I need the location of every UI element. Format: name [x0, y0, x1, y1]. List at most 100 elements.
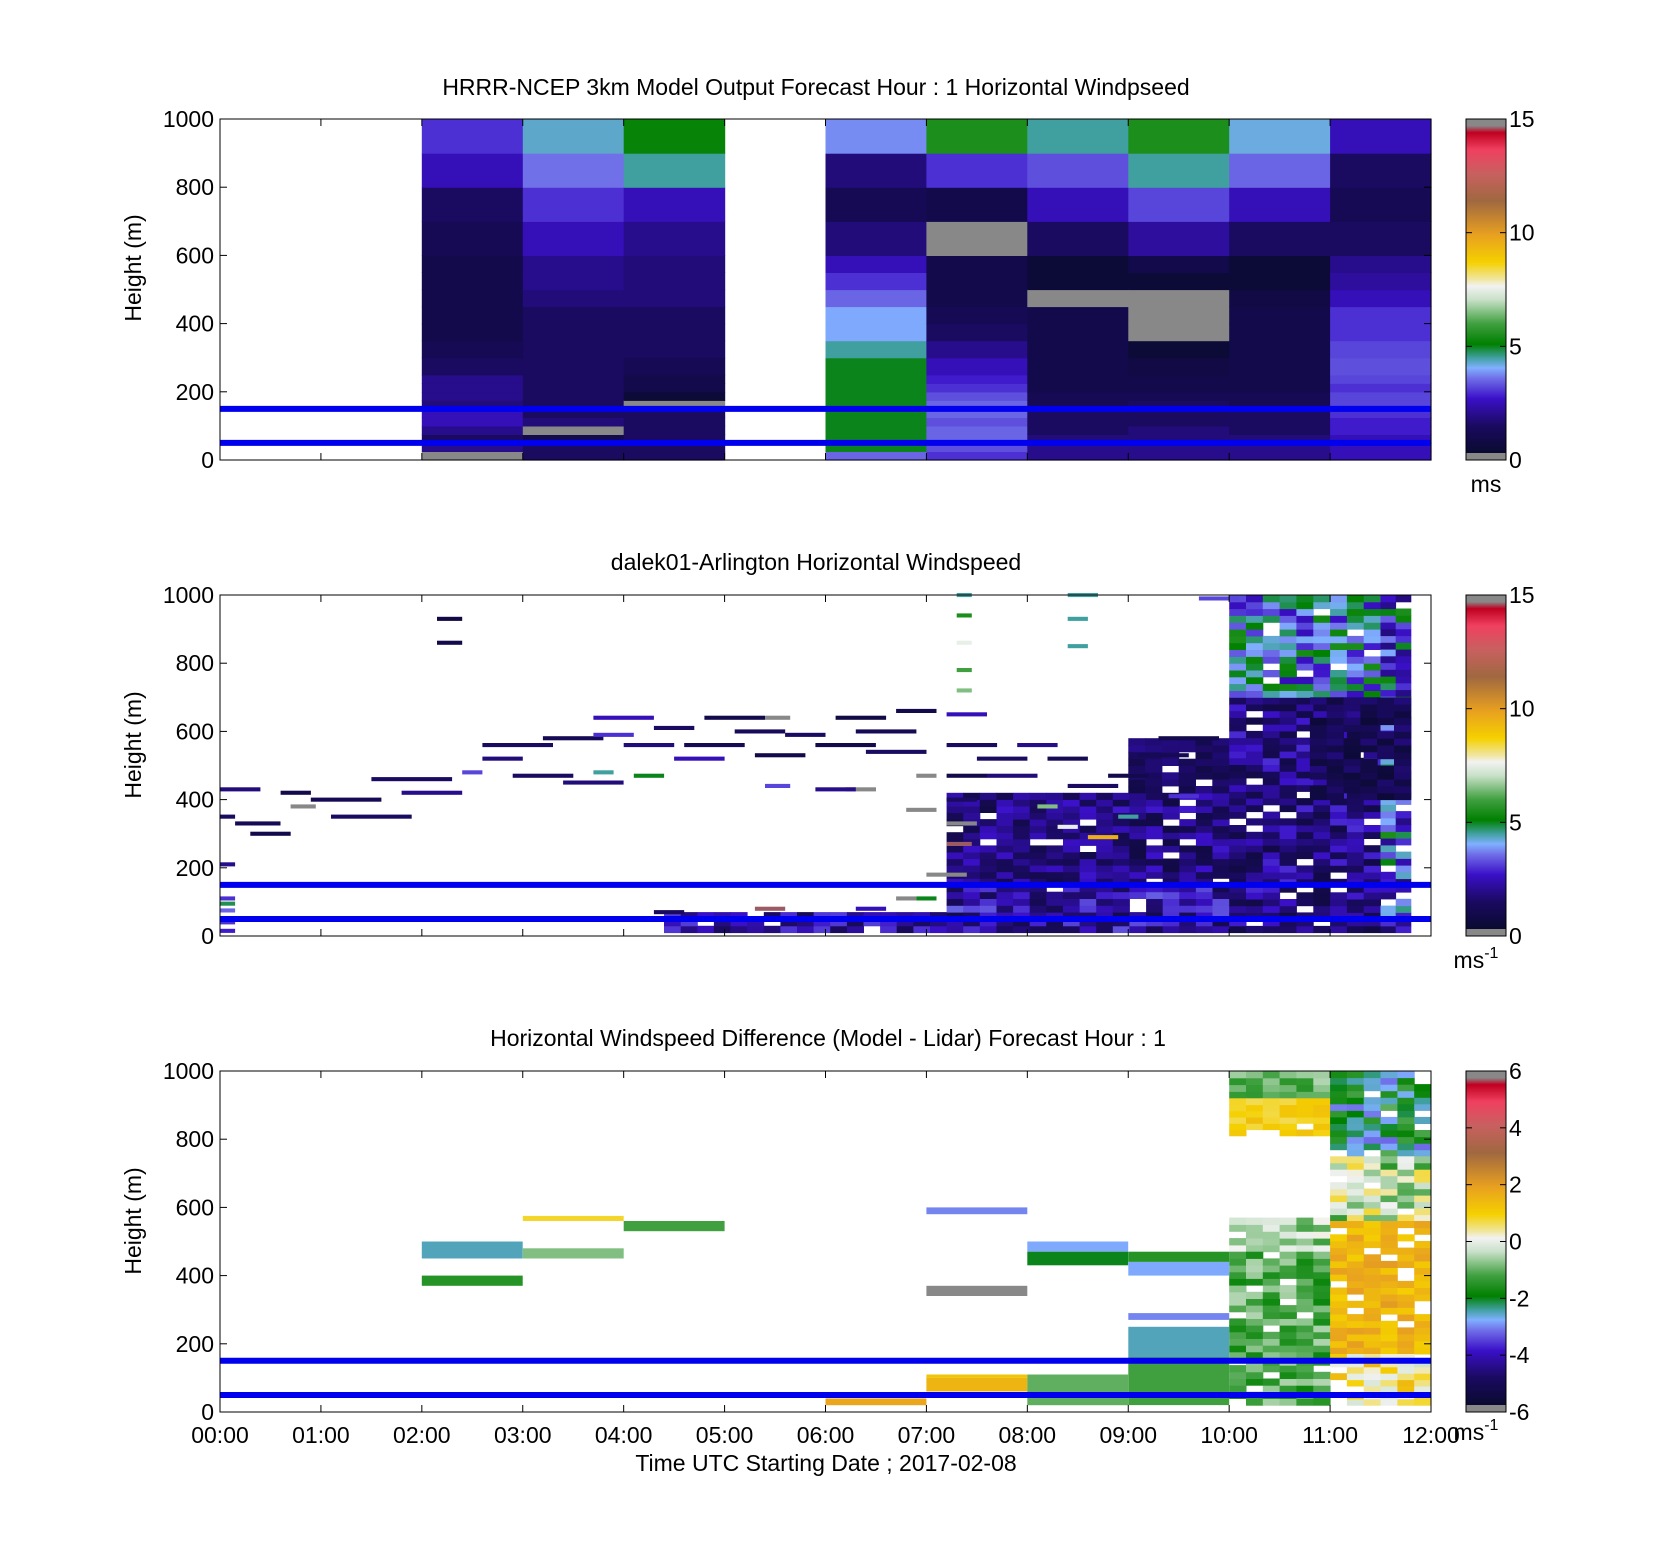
- heatmap-cell: [1309, 751, 1328, 760]
- heatmap-cell: [926, 442, 1028, 452]
- heatmap-cell: [1096, 898, 1114, 906]
- heatmap-cell: [1229, 717, 1247, 725]
- heatmap-cell: [1313, 1331, 1331, 1339]
- heatmap-cell: [1330, 1090, 1348, 1098]
- heatmap-cell: [1330, 670, 1348, 678]
- heatmap-cell: [1395, 912, 1412, 920]
- heatmap-cell: [1330, 635, 1348, 644]
- heatmap-cell: [1229, 1351, 1247, 1359]
- heatmap-cell: [1313, 851, 1331, 860]
- heatmap-cell: [1128, 374, 1230, 384]
- heatmap-cell: [1262, 1077, 1281, 1086]
- heatmap-cell: [1330, 1195, 1348, 1203]
- heatmap-cell: [1029, 912, 1047, 920]
- heatmap-cell: [1346, 1340, 1365, 1348]
- heatmap-cell: [1313, 1305, 1331, 1313]
- heatmap-cell: [1346, 798, 1365, 806]
- heatmap-cell: [1313, 704, 1331, 712]
- heatmap-cell: [1330, 1214, 1348, 1222]
- heatmap-cell: [1229, 905, 1247, 913]
- heatmap-cell: [1027, 153, 1129, 188]
- heatmap-segment: [563, 780, 624, 785]
- heatmap-cell: [1195, 765, 1213, 773]
- panel-1-x-ticks: [219, 119, 1432, 460]
- heatmap-cell: [1296, 825, 1314, 833]
- heatmap-cell: [522, 221, 625, 256]
- heatmap-cell: [1229, 357, 1331, 376]
- heatmap-cell: [1313, 845, 1331, 853]
- y-tick-label: 0: [201, 447, 214, 473]
- heatmap-cell: [1229, 919, 1247, 927]
- heatmap-cell: [1128, 434, 1230, 444]
- heatmap-cell: [1380, 1280, 1398, 1288]
- heatmap-cell: [1330, 1103, 1348, 1111]
- heatmap-cell: [1397, 1373, 1415, 1381]
- heatmap-cell: [1279, 1258, 1297, 1266]
- heatmap-cell: [1212, 799, 1230, 807]
- heatmap-cell: [979, 919, 997, 927]
- heatmap-cell: [1377, 704, 1395, 712]
- heatmap-cell: [1229, 400, 1331, 410]
- heatmap-cell: [1079, 905, 1097, 913]
- heatmap-cell: [623, 119, 726, 154]
- heatmap-segment: [593, 715, 654, 720]
- heatmap-cell: [1063, 865, 1081, 873]
- heatmap-cell: [1279, 838, 1297, 846]
- heatmap-cell: [1279, 1311, 1297, 1319]
- y-tick-label: 600: [176, 718, 214, 744]
- heatmap-cell: [1380, 757, 1397, 765]
- heatmap-cell: [1326, 765, 1344, 773]
- heatmap-cell: [1229, 1110, 1247, 1118]
- heatmap-segment: [1027, 1251, 1129, 1266]
- heatmap-cell: [1380, 871, 1397, 880]
- heatmap-cell: [1380, 1274, 1398, 1282]
- heatmap-segment: [734, 729, 786, 734]
- heatmap-cell: [1363, 1314, 1381, 1322]
- heatmap-cell: [1262, 892, 1281, 900]
- heatmap-cell: [1229, 784, 1247, 792]
- heatmap-cell: [830, 912, 848, 920]
- model-output-panel: HRRR-NCEP 3km Model Output Forecast Hour…: [120, 74, 1535, 497]
- heatmap-cell: [1380, 1130, 1398, 1138]
- heatmap-cell: [1279, 865, 1297, 873]
- heatmap-cell: [1246, 690, 1264, 698]
- heatmap-cell: [1414, 1143, 1432, 1151]
- heatmap-cell: [1145, 786, 1163, 794]
- colorbar-tick-label: -4: [1509, 1342, 1530, 1368]
- heatmap-cell: [1229, 704, 1247, 712]
- heatmap-cell: [1330, 798, 1348, 806]
- heatmap-cell: [1262, 724, 1281, 732]
- heatmap-cell: [1246, 704, 1264, 712]
- heatmap-cell: [1112, 799, 1130, 807]
- heatmap-cell: [1195, 772, 1213, 780]
- heatmap-cell: [926, 391, 1028, 401]
- heatmap-cell: [1330, 656, 1348, 664]
- heatmap-cell: [1246, 1077, 1264, 1086]
- heatmap-cell: [1296, 1285, 1314, 1293]
- heatmap-cell: [1262, 905, 1281, 913]
- heatmap-cell: [1246, 635, 1264, 644]
- heatmap-cell: [1397, 1360, 1415, 1368]
- heatmap-cell: [1128, 289, 1230, 308]
- heatmap-cell: [1262, 1117, 1281, 1124]
- colorbar-tick-label: 5: [1509, 809, 1522, 835]
- heatmap-cell: [1046, 912, 1064, 920]
- heatmap-cell: [1380, 1208, 1398, 1216]
- heatmap-cell: [1195, 884, 1213, 893]
- heatmap-cell: [1330, 838, 1348, 846]
- heatmap-cell: [1394, 779, 1412, 787]
- heatmap-cell: [1380, 655, 1397, 664]
- heatmap-cell: [1279, 1084, 1297, 1092]
- heatmap-cell: [825, 272, 927, 291]
- heatmap-cell: [1079, 878, 1097, 886]
- heatmap-cell: [1397, 1294, 1415, 1302]
- heatmap-cell: [1346, 1280, 1365, 1288]
- heatmap-cell: [1029, 919, 1047, 927]
- heatmap-segment: [280, 790, 311, 795]
- heatmap-cell: [1380, 844, 1397, 853]
- heatmap-cell: [522, 357, 625, 376]
- heatmap-cell: [1397, 1280, 1415, 1288]
- heatmap-cell: [1296, 751, 1314, 759]
